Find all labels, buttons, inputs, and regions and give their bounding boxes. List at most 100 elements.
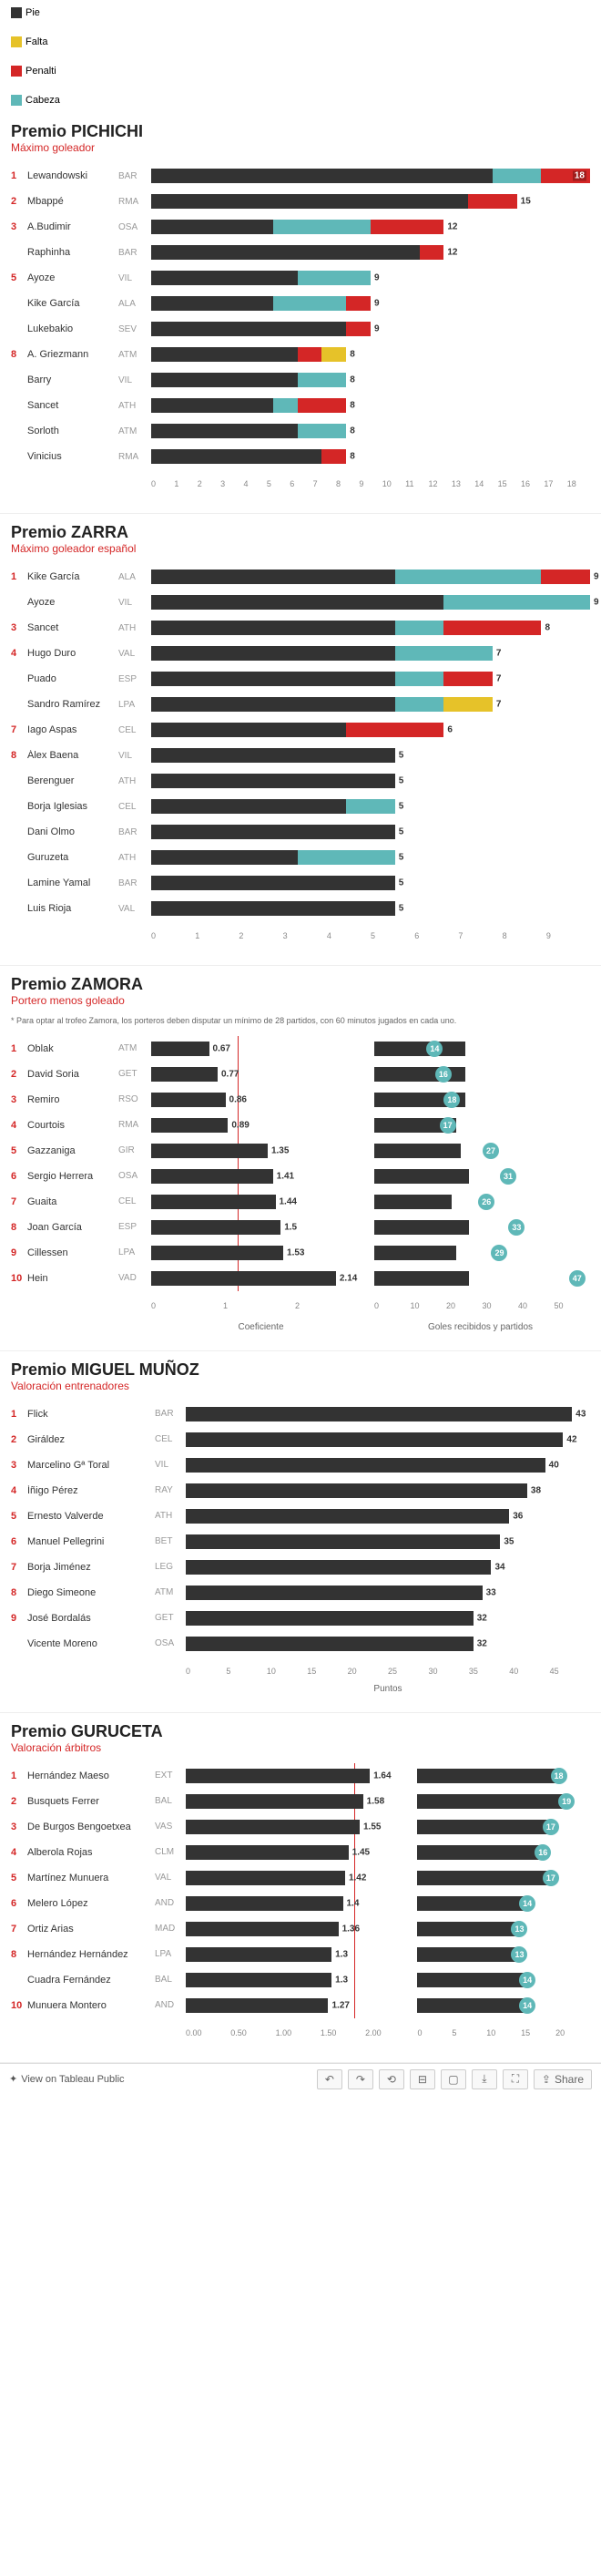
team-code: ESP [118, 674, 151, 684]
coef-bar[interactable] [151, 1144, 268, 1158]
team-code: VIL [118, 273, 151, 283]
chart-row: 3 Sancet ATH 8 [11, 615, 590, 641]
stacked-bar[interactable] [151, 398, 346, 413]
partidos-bar[interactable] [374, 1195, 452, 1209]
partidos-bar[interactable] [374, 1271, 469, 1286]
coef-bar[interactable] [186, 1896, 343, 1911]
stacked-bar[interactable] [151, 697, 493, 712]
seg-pie [151, 774, 395, 788]
stacked-bar[interactable] [151, 748, 395, 763]
team-code: VAD [118, 1273, 151, 1283]
stacked-bar[interactable] [151, 570, 590, 584]
stacked-bar[interactable] [151, 850, 395, 865]
stacked-bar[interactable] [151, 646, 493, 661]
partidos-bar[interactable] [417, 1820, 550, 1834]
player-name: Barry [27, 375, 118, 385]
seg-cabeza [273, 296, 346, 311]
bar[interactable] [186, 1560, 491, 1575]
coef-bar[interactable] [151, 1220, 280, 1235]
stacked-bar[interactable] [151, 347, 346, 362]
view-on-tableau[interactable]: ✦ View on Tableau Public [9, 2073, 125, 2085]
partidos-bar[interactable] [374, 1042, 465, 1056]
coef-bar[interactable] [186, 1845, 349, 1860]
team-code: ATH [118, 853, 151, 863]
partidos-bar[interactable] [417, 1871, 550, 1885]
chart-row: 5 Gazzaniga GIR 1.35 27 [11, 1138, 590, 1164]
bar[interactable] [186, 1509, 509, 1524]
coef-bar[interactable] [186, 1871, 345, 1885]
partidos-bar[interactable] [374, 1220, 469, 1235]
coef-bar[interactable] [151, 1271, 336, 1286]
bar[interactable] [186, 1534, 500, 1549]
stacked-bar[interactable] [151, 621, 541, 635]
coef-bar[interactable] [186, 1922, 339, 1936]
partidos-bar[interactable] [417, 1998, 527, 2013]
download-button[interactable]: ⤓ [472, 2069, 497, 2089]
chart-row: 2 Busquets Ferrer BAL 1.58 19 [11, 1789, 590, 1814]
stacked-bar[interactable] [151, 245, 443, 260]
stacked-bar[interactable] [151, 799, 395, 814]
stacked-bar[interactable] [151, 220, 443, 234]
stacked-bar[interactable] [151, 322, 371, 336]
bar[interactable] [186, 1586, 483, 1600]
stacked-bar[interactable] [151, 723, 443, 737]
stacked-bar[interactable] [151, 424, 346, 438]
coef-bar[interactable] [151, 1169, 273, 1184]
stacked-bar[interactable] [151, 194, 517, 209]
redo-button[interactable]: ↷ [348, 2069, 373, 2089]
refresh-button[interactable]: ⊟ [410, 2069, 435, 2089]
chart-row: 8 Diego Simeone ATM 33 [11, 1580, 590, 1606]
stacked-bar[interactable] [151, 901, 395, 916]
bar[interactable] [186, 1432, 563, 1447]
coef-bar[interactable] [186, 1769, 370, 1783]
coef-bar[interactable] [151, 1195, 276, 1209]
coef-bar[interactable] [186, 1794, 363, 1809]
undo-button[interactable]: ↶ [317, 2069, 342, 2089]
bar-area: 8 [151, 615, 590, 641]
partidos-bar[interactable] [417, 1947, 519, 1962]
bar[interactable] [186, 1483, 527, 1498]
stacked-bar[interactable] [151, 595, 590, 610]
stacked-bar[interactable] [151, 296, 371, 311]
partidos-bar[interactable] [417, 1845, 543, 1860]
coef-bar[interactable] [186, 1820, 360, 1834]
stacked-bar[interactable] [151, 825, 395, 839]
bar[interactable] [186, 1458, 545, 1473]
partidos-bar[interactable] [417, 1896, 527, 1911]
partidos-header: Goles recibidos y partidos [371, 1322, 590, 1332]
keeper-name: Oblak [27, 1043, 118, 1054]
bar-area: 32 [186, 1631, 590, 1657]
stacked-bar[interactable]: 18 [151, 169, 590, 183]
partidos-bar[interactable] [374, 1169, 469, 1184]
coef-bar[interactable] [186, 1947, 331, 1962]
stacked-bar[interactable] [151, 672, 493, 686]
ref-line [354, 1967, 355, 1993]
pause-button[interactable]: ▢ [441, 2069, 466, 2089]
partidos-bar[interactable] [374, 1144, 461, 1158]
coef-bar[interactable] [186, 1998, 328, 2013]
stacked-bar[interactable] [151, 876, 395, 890]
partidos-bar[interactable] [374, 1246, 456, 1260]
partidos-bar[interactable] [417, 1794, 566, 1809]
share-button[interactable]: ⇪ Share [534, 2069, 592, 2089]
stacked-bar[interactable] [151, 373, 346, 387]
revert-button[interactable]: ⟲ [379, 2069, 404, 2089]
partidos-bar[interactable] [417, 1769, 558, 1783]
coef-bar[interactable] [151, 1246, 283, 1260]
team-code: CEL [118, 725, 151, 735]
coef-bar[interactable] [186, 1973, 331, 1987]
stacked-bar[interactable] [151, 271, 371, 285]
partidos-bar[interactable] [417, 1922, 519, 1936]
stacked-bar[interactable] [151, 449, 346, 464]
coef-bar[interactable] [151, 1118, 228, 1133]
partidos-bar[interactable] [417, 1973, 527, 1987]
stacked-bar[interactable] [151, 774, 395, 788]
bar[interactable] [186, 1407, 572, 1421]
fullscreen-button[interactable]: ⛶ [503, 2069, 528, 2089]
coef-bar[interactable] [151, 1042, 209, 1056]
coef-bar[interactable] [151, 1067, 218, 1082]
coef-bar[interactable] [151, 1093, 226, 1107]
coach-name: Diego Simeone [27, 1587, 155, 1598]
bar[interactable] [186, 1611, 474, 1626]
bar[interactable] [186, 1637, 474, 1651]
